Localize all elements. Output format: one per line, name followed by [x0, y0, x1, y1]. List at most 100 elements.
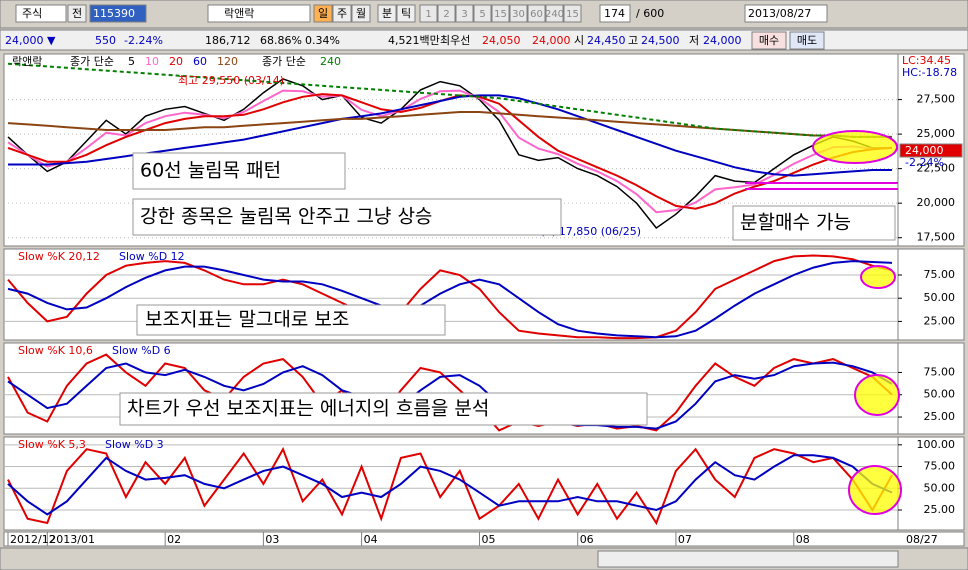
period-button[interactable]	[351, 4, 371, 23]
change-label: -2.24%	[905, 156, 944, 169]
high-annotation: 최고 29,550 (03/14)	[178, 74, 284, 87]
y-tick-label: 75.00	[924, 460, 956, 473]
interval: 30	[512, 9, 525, 20]
x-tick-label: 08	[796, 533, 810, 546]
series-line	[8, 94, 892, 177]
interval-button[interactable]	[509, 4, 528, 23]
highlight-ellipse	[860, 265, 896, 289]
annotation: 분할매수 가능	[740, 212, 851, 234]
count-input[interactable]	[599, 4, 631, 23]
info-high-label: 고	[628, 34, 638, 47]
y-tick-label: 75.00	[924, 365, 956, 378]
legend-entry: Slow %K 5,3	[18, 438, 86, 451]
info-change: 550	[95, 34, 116, 47]
annotation-box	[136, 304, 446, 336]
annotation-box	[732, 205, 896, 241]
period: 일	[318, 6, 328, 20]
annotation: 강한 종목은 눌림목 안주고 그냥 상승	[140, 206, 432, 228]
info-volume: 186,712	[205, 34, 251, 47]
y-tick-label: 75.00	[924, 268, 956, 281]
y-tick-label: 25,000	[917, 127, 956, 140]
y-tick-label: 100.00	[917, 438, 956, 451]
legend-entry: Slow %D 3	[105, 438, 164, 451]
interval-button[interactable]	[527, 4, 546, 23]
interval-button[interactable]	[545, 4, 564, 23]
low-annotation: 최저 17,850 (06/25)	[535, 225, 641, 238]
y-tick-label: 25.00	[924, 314, 956, 327]
info-price: 24,000 ▼	[5, 34, 56, 47]
info-best-bid: 24,000	[532, 34, 571, 47]
y-tick-label: 50.00	[924, 291, 956, 304]
y-tick-label: 50.00	[924, 481, 956, 494]
period-button[interactable]	[377, 4, 397, 23]
y-tick-label: 25.00	[924, 410, 956, 423]
series-line	[7, 78, 892, 230]
prev-button[interactable]	[67, 4, 87, 23]
info-high: 24,500	[641, 34, 680, 47]
current-price: 24,000	[905, 144, 944, 157]
period-button[interactable]	[313, 4, 333, 23]
period: 월	[356, 7, 366, 20]
interval: 15	[566, 9, 579, 20]
info-best-ask: 24,050	[482, 34, 521, 47]
scroll-track[interactable]	[597, 550, 899, 568]
x-tick-label: 04	[364, 533, 378, 546]
period-button[interactable]	[396, 4, 416, 23]
info-bar	[0, 29, 968, 51]
x-tick-label: 2012/12	[10, 533, 56, 546]
period-button[interactable]	[332, 4, 352, 23]
annotation-box	[132, 152, 346, 190]
legend-entry: Slow %D 6	[112, 344, 171, 357]
date-input[interactable]	[744, 4, 828, 23]
interval-button[interactable]	[419, 4, 438, 23]
legend-entry: 5	[128, 55, 135, 68]
info-open: 24,450	[587, 34, 626, 47]
series-line	[7, 111, 892, 138]
y-tick-label: 20,000	[917, 196, 956, 209]
series-line	[7, 62, 892, 138]
period: 틱	[401, 7, 411, 20]
series-line	[7, 260, 893, 339]
sell-button[interactable]	[789, 31, 825, 50]
info-amount: 4,521백만	[388, 34, 440, 47]
period: 분	[382, 7, 392, 20]
highlight-ellipse	[854, 374, 900, 416]
hc-label: HC:-18.78	[902, 66, 957, 79]
info-turnover: 0.34%	[305, 34, 340, 47]
buy-button[interactable]	[751, 31, 787, 50]
market: 주식	[22, 7, 42, 20]
interval: 3	[461, 9, 467, 20]
series-line	[7, 254, 893, 340]
interval: 1	[425, 9, 431, 20]
code-input[interactable]	[89, 4, 147, 23]
interval-button[interactable]	[473, 4, 492, 23]
info-low-label: 저	[689, 34, 699, 47]
annotation: 60선 눌림목 패턴	[140, 160, 281, 182]
interval: 15	[494, 9, 507, 20]
legend-entry: Slow %K 20,12	[18, 250, 100, 263]
interval-button[interactable]	[563, 4, 582, 23]
interval: 5	[479, 9, 485, 20]
x-tick-label: 02	[167, 533, 181, 546]
market-select[interactable]	[15, 4, 67, 23]
info-change-rate: -2.24%	[124, 34, 163, 47]
chart-title: 락앤락	[12, 55, 42, 68]
name-box	[207, 4, 311, 23]
annotation: 보조지표는 말그대로 보조	[145, 309, 349, 331]
interval-button[interactable]	[491, 4, 510, 23]
interval-button[interactable]	[437, 4, 456, 23]
highlight-ellipse	[848, 465, 902, 515]
info-low: 24,000	[703, 34, 742, 47]
legend-entry: 20	[169, 55, 183, 68]
interval: 240	[545, 9, 564, 20]
info-best-label: 최우선	[440, 34, 470, 47]
interval-button[interactable]	[455, 4, 474, 23]
date-end-label: 08/27	[906, 533, 938, 546]
info-volume-rate: 68.86%	[260, 34, 302, 47]
buy: 매수	[759, 34, 779, 47]
legend-entry: Slow %K 10,6	[18, 344, 93, 357]
date: 2013/08/27	[748, 7, 811, 20]
interval: 60	[530, 9, 543, 20]
